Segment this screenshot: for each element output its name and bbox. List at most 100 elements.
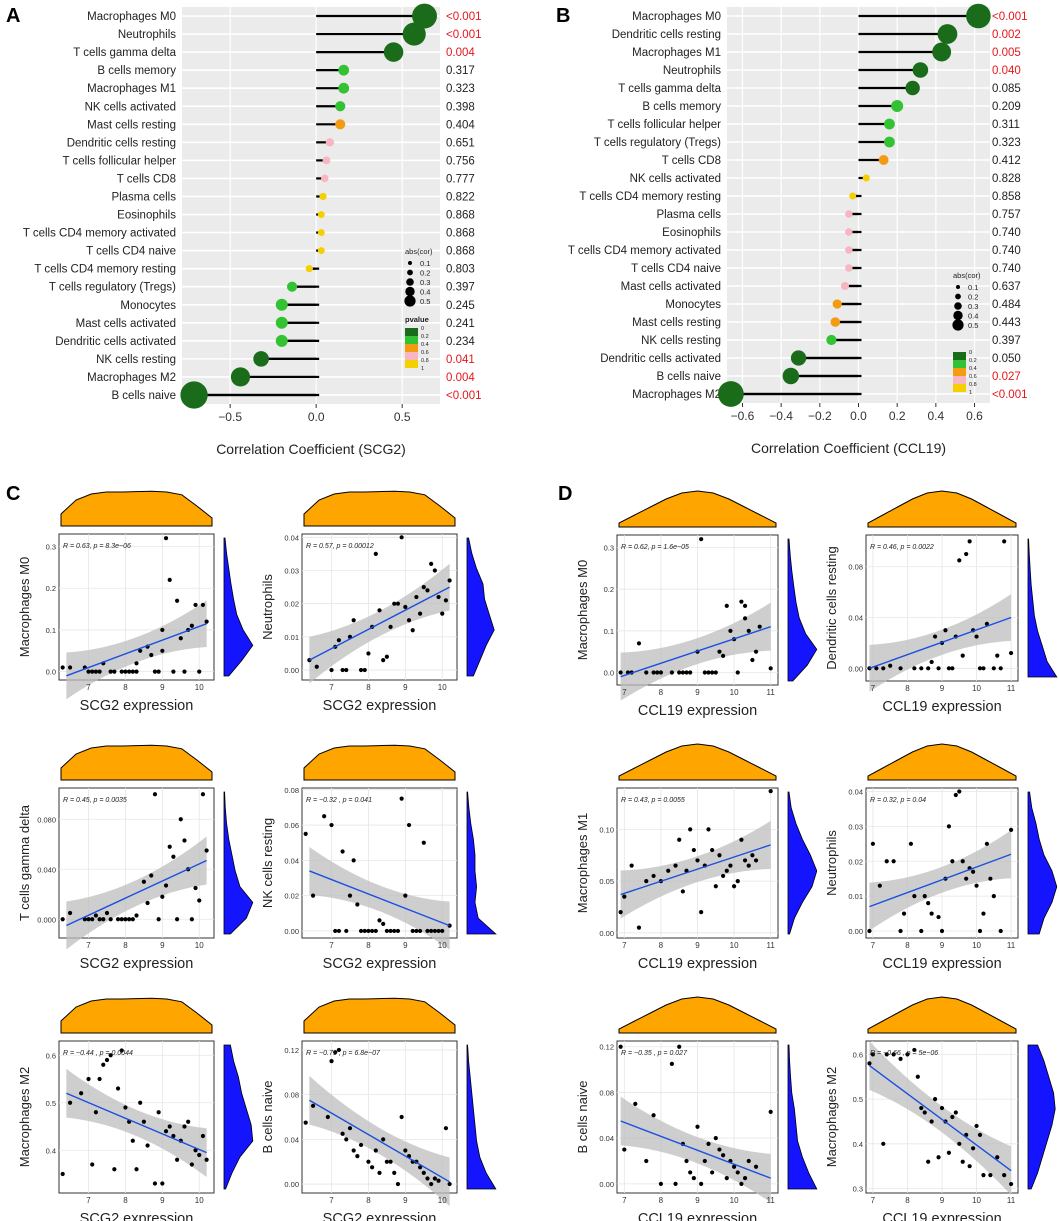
legend-color-swatch xyxy=(405,352,418,360)
x-tick-label: 7 xyxy=(871,941,876,950)
scatter-point xyxy=(163,1129,169,1134)
scatter-point xyxy=(160,1181,165,1186)
scatter-point xyxy=(366,1159,371,1164)
legend-color-swatch xyxy=(405,328,418,336)
scatter-point xyxy=(695,1124,700,1129)
scatter-point xyxy=(768,1109,773,1114)
y-axis-label: Neutrophils xyxy=(260,574,275,640)
scatter-point xyxy=(384,654,389,659)
scatter-point xyxy=(410,928,415,934)
y-axis-label: NK cells resting xyxy=(260,818,275,908)
scatter-point xyxy=(926,666,931,671)
scatter-point xyxy=(421,1170,426,1175)
correlation-stat: R = −0.71 , p = 6.8e−07 xyxy=(306,1050,381,1057)
panel-label-c: C xyxy=(6,483,20,505)
lollipop-dot xyxy=(286,281,298,292)
scatter-point xyxy=(406,822,412,828)
scatter-point xyxy=(929,659,934,665)
scatter-point xyxy=(721,873,726,879)
y-tick-label: 0.03 xyxy=(848,822,863,831)
scatter-point xyxy=(443,598,449,603)
scatter-point xyxy=(115,917,121,922)
y-tick-label: 0.5 xyxy=(46,1099,56,1108)
p-value-text: 0.050 xyxy=(992,353,1021,365)
correlation-stat: R = −0.35 , p = 0.027 xyxy=(621,1050,688,1057)
p-value-text: 0.868 xyxy=(446,246,475,258)
scatter-point xyxy=(171,669,176,674)
scatter-point xyxy=(417,1165,423,1170)
scatter-point xyxy=(636,641,642,646)
scatter-point xyxy=(717,649,722,654)
row-label: Monocytes xyxy=(120,300,176,312)
scatter-point xyxy=(156,917,161,922)
scatter-point xyxy=(981,911,986,916)
y-axis-label: Macrophages M1 xyxy=(575,813,590,913)
scatter-point xyxy=(149,652,154,658)
x-tick-label: 7 xyxy=(622,941,627,950)
regression-line xyxy=(869,1065,1012,1172)
y-tick-label: 0.05 xyxy=(599,877,614,886)
x-axis-label: CCL19 expression xyxy=(638,703,757,719)
scatter-point xyxy=(995,1155,1000,1160)
scatter-point xyxy=(351,858,356,863)
row-label: Macrophages M0 xyxy=(632,11,721,23)
legend-color-swatch xyxy=(953,352,966,360)
y-tick-label: 0.4 xyxy=(853,1140,863,1149)
x-axis-label: SCG2 expression xyxy=(80,956,194,972)
scatter-point xyxy=(960,859,965,864)
p-value-text: 0.005 xyxy=(992,47,1021,59)
lollipop-dot xyxy=(905,80,920,96)
right-density-curve xyxy=(1027,1044,1056,1190)
scatter-point xyxy=(728,628,733,633)
x-tick-label: 10 xyxy=(730,1196,739,1205)
y-axis-label: Macrophages M0 xyxy=(575,560,590,660)
p-value-text: 0.234 xyxy=(446,336,475,348)
x-axis-label: SCG2 expression xyxy=(80,698,194,714)
lollipop-dot xyxy=(826,334,837,346)
scatter-point xyxy=(912,1047,917,1053)
y-axis-label: Macrophages M2 xyxy=(824,1067,839,1167)
x-axis-label: SCG2 expression xyxy=(323,1211,437,1221)
row-label: Plasma cells xyxy=(111,191,176,203)
scatter-point xyxy=(366,928,371,934)
lollipop-dot xyxy=(884,118,895,130)
scatter-point xyxy=(388,928,393,934)
scatter-point xyxy=(699,910,704,915)
scatter-point xyxy=(432,928,437,934)
scatter-point xyxy=(67,665,73,670)
scatter-point xyxy=(953,1110,958,1115)
scatter-point xyxy=(688,1170,693,1175)
p-value-text: 0.040 xyxy=(992,65,1021,77)
scatter-point xyxy=(197,669,202,674)
legend-color-label: 0.8 xyxy=(969,382,977,388)
scatter-point xyxy=(329,1059,334,1064)
scatter-point xyxy=(710,847,715,853)
scatter-point xyxy=(355,902,360,907)
scatter-point xyxy=(981,1173,986,1178)
p-value-text: 0.209 xyxy=(992,101,1021,113)
lollipop-dot xyxy=(412,3,437,29)
scatter-point xyxy=(145,900,150,906)
x-tick-label: 9 xyxy=(403,1196,408,1205)
row-label: Dendritic cells resting xyxy=(67,137,176,149)
scatter-point xyxy=(901,911,907,916)
correlation-stat: R = −0.66 , p = 5e−06 xyxy=(870,1050,938,1057)
scatter-point xyxy=(953,792,958,798)
scatter-point xyxy=(680,670,685,675)
scatter-point xyxy=(189,623,194,628)
right-density-curve xyxy=(787,1044,818,1190)
x-tick-label: 10 xyxy=(438,941,447,950)
scatter-point xyxy=(739,1181,744,1186)
scatter-point xyxy=(134,661,139,666)
legend-size-title: abs(cor) xyxy=(405,247,433,256)
scatter-point xyxy=(163,536,169,541)
scatter-point xyxy=(108,1053,113,1058)
scatter-point xyxy=(713,884,718,889)
scatter-point xyxy=(644,879,649,884)
p-value-text: 0.757 xyxy=(992,209,1021,221)
scatter-point xyxy=(97,1076,102,1082)
scatter-point xyxy=(922,1110,927,1115)
row-label: Plasma cells xyxy=(656,209,721,221)
x-tick-label: 8 xyxy=(659,941,664,950)
row-label: Macrophages M2 xyxy=(87,372,176,384)
